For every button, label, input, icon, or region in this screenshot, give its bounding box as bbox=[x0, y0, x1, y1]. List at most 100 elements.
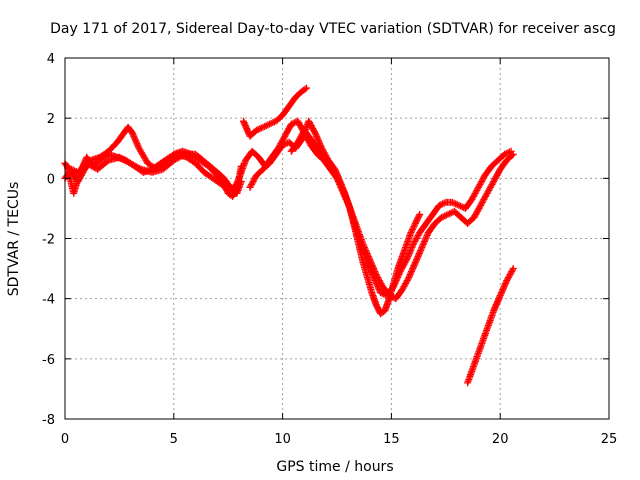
data-point bbox=[249, 177, 257, 185]
data-point bbox=[231, 182, 239, 190]
data-point bbox=[305, 117, 313, 125]
data-point bbox=[472, 188, 480, 196]
data-point bbox=[402, 257, 410, 265]
data-point bbox=[252, 126, 260, 134]
data-point bbox=[333, 174, 341, 182]
data-point bbox=[375, 275, 383, 283]
data-point bbox=[485, 186, 493, 194]
data-point bbox=[286, 123, 294, 131]
data-point bbox=[500, 283, 508, 291]
data-point bbox=[417, 245, 425, 253]
data-point bbox=[412, 218, 420, 226]
data-point bbox=[411, 238, 419, 246]
data-point bbox=[327, 164, 335, 172]
data-point bbox=[345, 203, 353, 211]
data-point bbox=[226, 186, 234, 194]
data-point bbox=[398, 265, 406, 273]
y-tick-label: 4 bbox=[47, 52, 55, 67]
data-point bbox=[241, 120, 249, 128]
data-point bbox=[79, 162, 87, 170]
y-tick-label: -6 bbox=[42, 353, 55, 368]
data-point bbox=[407, 247, 415, 255]
data-point bbox=[487, 182, 495, 190]
data-point bbox=[289, 119, 297, 127]
data-point bbox=[420, 239, 428, 247]
data-point bbox=[254, 125, 262, 133]
data-point bbox=[331, 171, 339, 179]
data-point bbox=[343, 198, 351, 206]
data-point bbox=[294, 138, 302, 146]
data-point bbox=[243, 125, 251, 133]
data-point bbox=[405, 251, 413, 259]
data-point bbox=[499, 284, 507, 292]
data-point bbox=[391, 280, 399, 288]
data-point bbox=[494, 296, 502, 304]
data-point bbox=[471, 189, 479, 197]
data-point bbox=[493, 299, 501, 307]
data-point bbox=[342, 195, 350, 203]
data-point bbox=[400, 283, 408, 291]
data-point bbox=[373, 272, 381, 280]
data-point bbox=[133, 140, 141, 148]
data-point bbox=[492, 173, 500, 181]
data-point bbox=[368, 260, 376, 268]
data-point bbox=[440, 199, 448, 207]
data-point bbox=[478, 177, 486, 185]
data-point bbox=[314, 135, 322, 143]
data-point bbox=[406, 248, 414, 256]
data-point bbox=[340, 191, 348, 199]
data-point bbox=[469, 194, 477, 202]
data-point bbox=[296, 134, 304, 142]
data-point bbox=[473, 209, 481, 217]
data-point bbox=[470, 213, 478, 221]
data-point bbox=[363, 250, 371, 258]
data-point bbox=[301, 85, 309, 93]
data-point bbox=[420, 238, 428, 246]
y-tick-label: 0 bbox=[47, 172, 55, 187]
data-point bbox=[490, 307, 498, 315]
data-point bbox=[367, 259, 375, 267]
data-point bbox=[405, 250, 413, 258]
data-point bbox=[498, 289, 506, 297]
data-point bbox=[244, 128, 252, 136]
data-point bbox=[338, 185, 346, 193]
data-point bbox=[479, 176, 487, 184]
data-point bbox=[418, 244, 426, 252]
data-point bbox=[410, 262, 418, 270]
data-point bbox=[364, 253, 372, 261]
x-tick-label: 10 bbox=[274, 432, 291, 447]
data-point bbox=[411, 219, 419, 227]
data-point bbox=[504, 149, 512, 157]
data-point bbox=[311, 129, 319, 137]
data-point bbox=[336, 180, 344, 188]
data-point bbox=[474, 183, 482, 191]
data-points bbox=[61, 84, 517, 387]
data-point bbox=[78, 164, 86, 172]
data-point bbox=[401, 281, 409, 289]
data-point bbox=[359, 241, 367, 249]
data-point bbox=[406, 271, 414, 279]
data-point bbox=[267, 119, 275, 127]
data-point bbox=[471, 212, 479, 220]
data-point bbox=[295, 137, 303, 145]
data-point bbox=[340, 189, 348, 197]
data-point bbox=[506, 271, 514, 279]
data-point bbox=[366, 256, 374, 264]
data-point bbox=[370, 265, 378, 273]
data-point bbox=[234, 177, 242, 185]
data-point bbox=[482, 191, 490, 199]
data-point bbox=[377, 289, 385, 297]
data-point bbox=[79, 161, 87, 169]
data-point bbox=[315, 137, 323, 145]
data-point bbox=[77, 167, 85, 175]
data-point bbox=[375, 277, 383, 285]
data-point bbox=[422, 235, 430, 242]
data-point bbox=[250, 176, 258, 184]
y-tick-label: 2 bbox=[47, 112, 55, 127]
data-point bbox=[442, 211, 450, 219]
data-point bbox=[414, 215, 422, 223]
data-point bbox=[415, 251, 423, 259]
data-point bbox=[76, 168, 84, 176]
data-point bbox=[480, 195, 488, 203]
